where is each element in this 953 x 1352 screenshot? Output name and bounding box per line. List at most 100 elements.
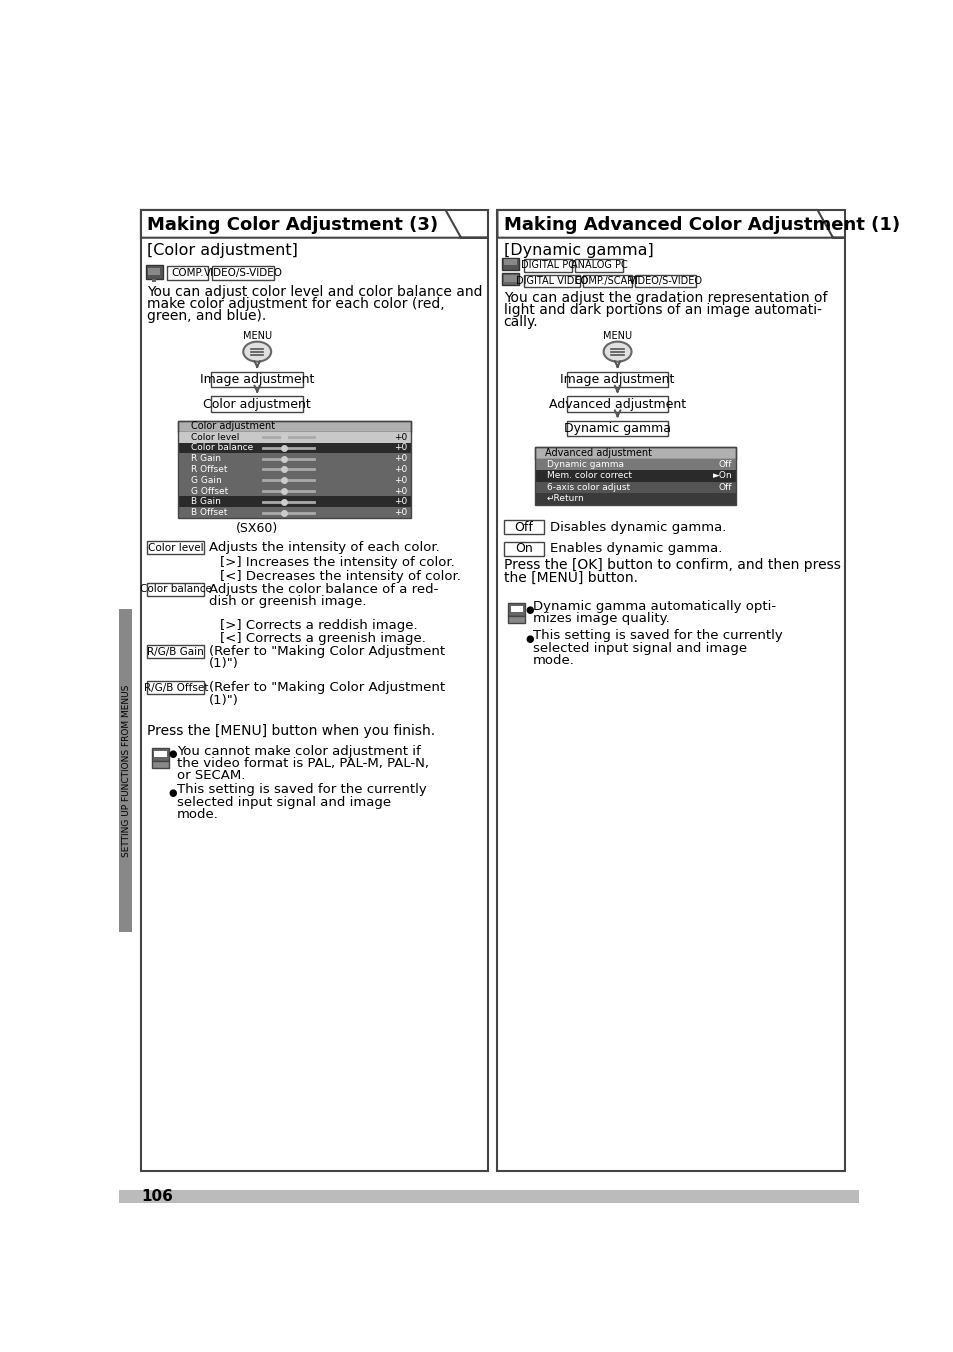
Text: DIGITAL VIDEO: DIGITAL VIDEO	[516, 276, 587, 285]
Text: R Offset: R Offset	[191, 465, 227, 475]
Bar	[534, 481, 736, 493]
Text: Advanced adjustment: Advanced adjustment	[548, 397, 685, 411]
Bar	[567, 396, 667, 412]
Bar	[178, 507, 410, 518]
Bar	[152, 280, 156, 283]
Text: +0: +0	[394, 508, 407, 516]
Bar	[635, 274, 695, 287]
Text: Off: Off	[718, 483, 732, 492]
Bar	[503, 542, 543, 556]
Text: You can adjust the gradation representation of: You can adjust the gradation representat…	[503, 291, 826, 304]
Text: R Gain: R Gain	[191, 454, 220, 464]
Text: Off: Off	[514, 521, 533, 534]
Bar	[567, 372, 667, 387]
Bar	[178, 475, 410, 485]
Text: +0: +0	[394, 498, 407, 506]
Bar	[178, 420, 410, 431]
Bar	[154, 750, 167, 757]
Text: [>] Corrects a reddish image.: [>] Corrects a reddish image.	[220, 619, 417, 631]
Bar	[534, 448, 736, 458]
Bar	[178, 453, 410, 464]
Bar	[147, 645, 204, 658]
Text: B Offset: B Offset	[191, 508, 227, 516]
Bar	[147, 681, 204, 695]
Text: ●: ●	[169, 788, 177, 798]
Text: Dynamic gamma automatically opti-: Dynamic gamma automatically opti-	[533, 600, 776, 612]
Bar	[510, 606, 522, 612]
Text: Off: Off	[718, 460, 732, 469]
Bar	[119, 608, 132, 933]
Text: Advanced adjustment: Advanced adjustment	[545, 448, 652, 457]
Text: [>] Increases the intensity of color.: [>] Increases the intensity of color.	[220, 557, 455, 569]
Bar	[141, 210, 488, 1171]
Text: Making Advanced Color Adjustment (1): Making Advanced Color Adjustment (1)	[503, 215, 899, 234]
Bar	[147, 583, 204, 596]
Text: (1)"): (1)")	[209, 657, 239, 671]
Text: Image adjustment: Image adjustment	[200, 373, 314, 385]
Bar	[504, 276, 517, 281]
Bar	[212, 372, 303, 387]
Text: On: On	[515, 542, 532, 556]
Bar	[152, 761, 169, 768]
Text: Color adjustment: Color adjustment	[203, 397, 311, 411]
Text: mode.: mode.	[176, 808, 218, 821]
Text: MENU: MENU	[242, 331, 272, 341]
Bar	[523, 274, 579, 287]
Text: +0: +0	[394, 476, 407, 485]
Bar	[503, 599, 838, 691]
Bar	[146, 265, 162, 280]
Text: Color level: Color level	[148, 542, 203, 553]
Text: ●: ●	[169, 749, 177, 760]
Bar	[534, 470, 736, 481]
Text: Color balance: Color balance	[140, 584, 212, 595]
Text: (SX60): (SX60)	[235, 522, 278, 535]
Text: (1)"): (1)")	[209, 694, 239, 707]
Text: green, and blue).: green, and blue).	[147, 310, 266, 323]
Bar	[141, 262, 488, 284]
Text: +0: +0	[394, 454, 407, 464]
Text: 6-axis color adjust: 6-axis color adjust	[546, 483, 630, 492]
Text: Making Color Adjustment (3): Making Color Adjustment (3)	[147, 215, 437, 234]
Text: G Gain: G Gain	[191, 476, 221, 485]
Bar	[503, 521, 543, 534]
Text: Enables dynamic gamma.: Enables dynamic gamma.	[550, 542, 721, 556]
Text: DIGITAL PC: DIGITAL PC	[520, 261, 575, 270]
Text: (Refer to "Making Color Adjustment: (Refer to "Making Color Adjustment	[209, 681, 445, 694]
Text: VIDEO/S-VIDEO: VIDEO/S-VIDEO	[628, 276, 702, 285]
Bar	[178, 431, 410, 442]
Bar	[152, 748, 169, 761]
Bar	[497, 210, 843, 1171]
Text: (Refer to "Making Color Adjustment: (Refer to "Making Color Adjustment	[209, 645, 445, 658]
Text: [Color adjustment]: [Color adjustment]	[147, 242, 297, 257]
Text: ●: ●	[525, 634, 534, 644]
Text: Disables dynamic gamma.: Disables dynamic gamma.	[550, 521, 726, 534]
Text: +0: +0	[394, 443, 407, 453]
Text: ↵Return: ↵Return	[546, 495, 584, 503]
Ellipse shape	[243, 342, 271, 362]
Text: [<] Decreases the intensity of color.: [<] Decreases the intensity of color.	[220, 569, 460, 583]
Text: +0: +0	[394, 487, 407, 496]
Text: selected input signal and image: selected input signal and image	[176, 795, 391, 808]
Text: Color adjustment: Color adjustment	[191, 422, 274, 431]
Text: MENU: MENU	[602, 331, 632, 341]
Text: [Dynamic gamma]: [Dynamic gamma]	[503, 242, 653, 257]
Text: cally.: cally.	[503, 315, 537, 330]
Bar	[178, 420, 410, 518]
Bar	[178, 496, 410, 507]
Text: or SECAM.: or SECAM.	[176, 769, 245, 783]
Text: make color adjustment for each color (red,: make color adjustment for each color (re…	[147, 297, 444, 311]
Bar	[119, 1190, 858, 1203]
Bar	[508, 615, 525, 623]
Ellipse shape	[603, 342, 631, 362]
Bar	[534, 458, 736, 470]
Text: Dynamic gamma: Dynamic gamma	[546, 460, 623, 469]
Bar	[501, 273, 518, 285]
Text: Adjusts the intensity of each color.: Adjusts the intensity of each color.	[209, 541, 439, 554]
Bar	[212, 396, 303, 412]
Bar	[178, 485, 410, 496]
Bar	[575, 260, 622, 272]
Text: Press the [OK] button to confirm, and then press: Press the [OK] button to confirm, and th…	[503, 558, 840, 572]
Bar	[178, 442, 410, 453]
Bar	[523, 260, 571, 272]
Text: COMP.: COMP.	[171, 268, 204, 279]
